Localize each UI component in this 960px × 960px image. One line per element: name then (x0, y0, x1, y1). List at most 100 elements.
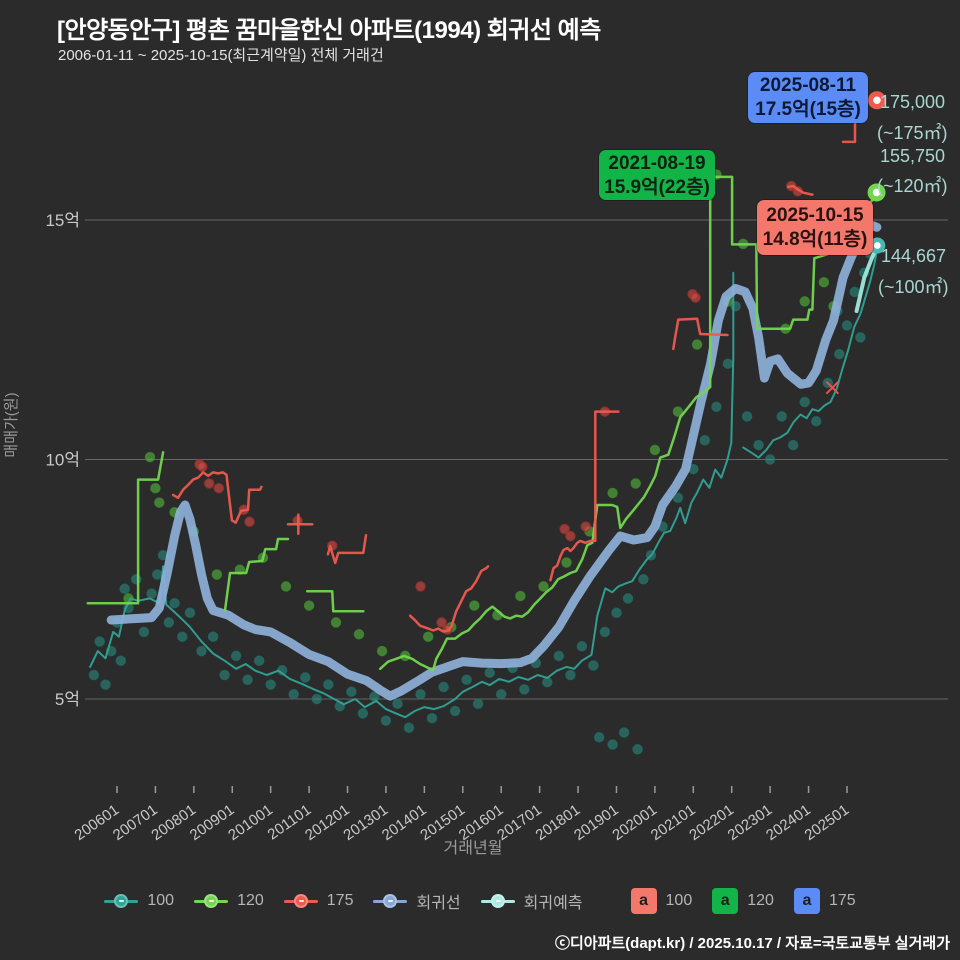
scatter-120 (649, 444, 661, 456)
page-subtitle: 2006-01-11 ~ 2025-10-15(최근계약일) 전체 거래건 (58, 47, 384, 64)
scatter-120 (303, 600, 315, 611)
scatter-100 (88, 669, 100, 681)
scatter-100 (699, 435, 711, 446)
scatter-100 (300, 672, 311, 683)
series-line-175 (786, 184, 814, 196)
legend-label: 100 (665, 892, 693, 909)
scatter-100 (753, 439, 764, 451)
scatter-120 (330, 617, 342, 628)
scatter-100 (764, 454, 776, 465)
legend-annotation-swatch: a (712, 888, 739, 914)
legend-label: 120 (237, 892, 264, 909)
scatter-100 (622, 593, 634, 604)
scatter-100 (611, 607, 622, 619)
scatter-100 (722, 358, 734, 369)
scatter-100 (638, 574, 649, 585)
scatter-100 (576, 641, 588, 652)
series-line-120 (305, 589, 365, 613)
scatter-100 (810, 415, 822, 427)
series-line-100 (89, 271, 735, 719)
scatter-100 (841, 320, 853, 331)
scatter-100 (787, 439, 799, 451)
page-title: [안양동안구] 평촌 꿈마을한신 아파트(1994) 회귀선 예측 (57, 17, 601, 44)
scatter-175 (197, 461, 208, 472)
legend-annotation-swatch: a (793, 888, 820, 914)
series-line-100 (742, 247, 879, 459)
legend-annotation-item-100[interactable]: a 100 (630, 888, 693, 914)
y-tick-label: 10억 (45, 451, 80, 470)
scatter-100 (607, 739, 618, 750)
scatter-120 (538, 581, 549, 592)
annotation-date: 2025-10-15 (766, 205, 864, 226)
end-marker-120-forecast-core (872, 188, 881, 197)
scatter-100 (855, 332, 866, 343)
annotation-last-100: 2025-10-15 14.8억(11층) (757, 200, 873, 255)
legend-marker-icon (104, 893, 139, 909)
scatter-100 (834, 348, 845, 360)
scatter-100 (184, 607, 196, 619)
scatter-100 (776, 411, 787, 422)
series-line-175 (672, 317, 729, 351)
scatter-175 (690, 292, 701, 303)
scatter-175 (244, 516, 255, 528)
scatter-120 (422, 631, 434, 642)
scatter-100 (253, 655, 265, 666)
legend-item-회귀선[interactable]: 회귀선 (373, 889, 461, 913)
scatter-100 (152, 569, 163, 580)
scatter-100 (484, 667, 495, 678)
scatter-100 (426, 712, 438, 724)
legend-annotation-swatch: a (630, 888, 657, 914)
legend-label: 120 (747, 892, 774, 909)
series-line-175 (549, 410, 620, 582)
series-line-120 (86, 451, 165, 605)
legend-marker-icon (283, 893, 318, 909)
copyright-footer: ⓒ디아파트(dapt.kr) / 2025.10.17 / 자료=국토교통부 실… (554, 935, 950, 952)
scatter-120 (353, 629, 365, 640)
legend-label: 100 (147, 892, 175, 909)
scatter-100 (849, 286, 860, 298)
end-marker-175-last-core (873, 96, 881, 105)
legend-item-100[interactable]: 100 (104, 892, 174, 910)
legend-label: 175 (828, 892, 856, 909)
scatter-100 (380, 715, 392, 726)
scatter-175 (580, 521, 591, 532)
scatter-120 (376, 645, 388, 657)
scatter-100 (593, 732, 605, 743)
annotation-price: 17.5억(15층) (755, 99, 861, 120)
y-tick-label: 15억 (45, 211, 80, 230)
scatter-120 (561, 557, 572, 568)
legend-item-회귀예측[interactable]: 회귀예측 (480, 889, 583, 913)
scatter-100 (230, 650, 242, 662)
scatter-100 (169, 597, 180, 609)
scatter-100 (311, 693, 323, 705)
x-tick-label: 201001 (225, 801, 276, 844)
scatter-175 (213, 482, 225, 494)
annotation-price: 14.8억(11층) (762, 229, 868, 250)
series-line-120 (378, 175, 878, 672)
forecast-label: 155,750 (880, 146, 946, 166)
scatter-120 (150, 482, 161, 494)
scatter-100 (403, 722, 415, 733)
legend-item-120[interactable]: 120 (194, 892, 264, 910)
legend-label: 회귀선 (416, 895, 461, 912)
legend-annotation-item-175[interactable]: a 175 (793, 888, 856, 914)
legend-annotation-item-120[interactable]: a 120 (712, 888, 774, 914)
legend-marker-icon (480, 893, 515, 909)
scatter-120 (211, 569, 223, 580)
series-line-회귀예측 (854, 243, 880, 313)
scatter-100 (542, 676, 553, 688)
scatter-100 (119, 583, 130, 595)
scatter-120 (672, 406, 684, 417)
scatter-100 (196, 645, 207, 657)
scatter-100 (495, 688, 507, 700)
scatter-100 (565, 669, 576, 681)
scatter-100 (392, 698, 403, 710)
forecast-label: (~100㎡) (878, 277, 949, 297)
y-axis-title: 매매가(원) (3, 392, 20, 457)
forecast-label: 175,000 (880, 92, 946, 112)
forecast-label: (~120㎡) (877, 176, 948, 196)
scatter-120 (630, 478, 641, 489)
legend-item-175[interactable]: 175 (283, 892, 353, 910)
scatter-175 (436, 617, 447, 628)
